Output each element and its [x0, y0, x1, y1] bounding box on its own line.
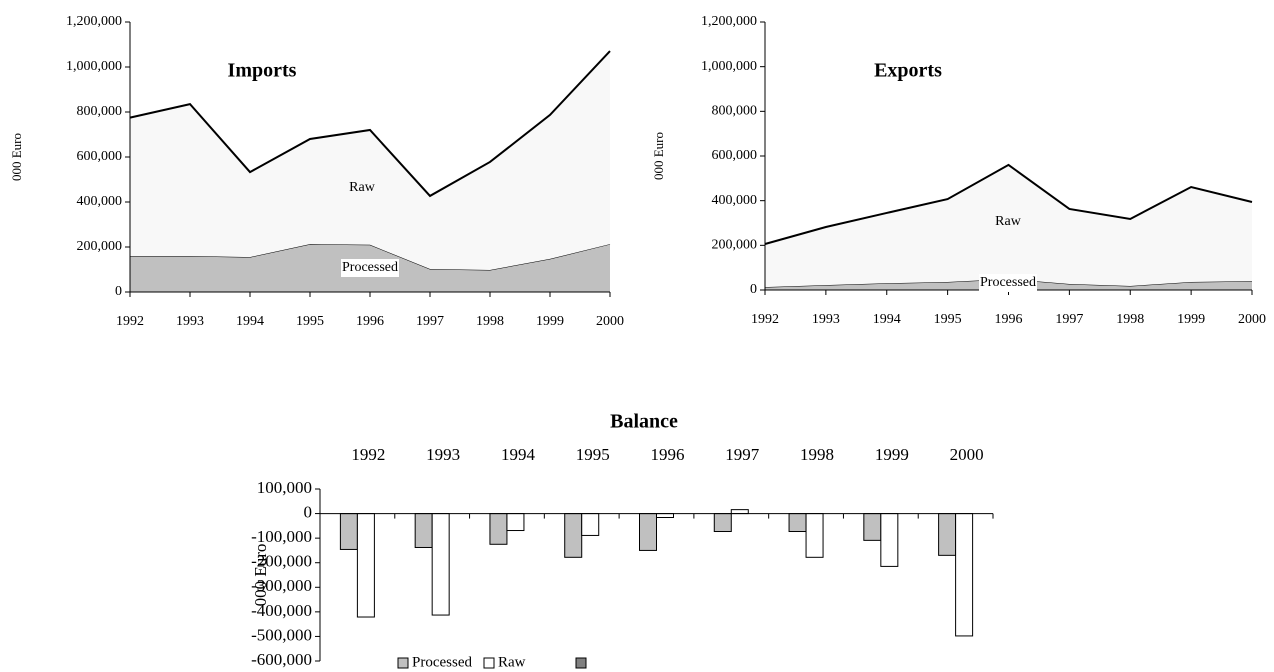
y-tick-label: 0 [115, 284, 122, 299]
bar [431, 513, 450, 616]
y-axis-title: 000 Euro [9, 133, 24, 181]
legend-label: Processed [412, 654, 472, 670]
x-tick-label: 1997 [416, 314, 444, 329]
x-tick-label: 1998 [1116, 312, 1144, 327]
bar [489, 513, 508, 545]
x-tick-label: 1999 [1177, 312, 1205, 327]
chart-title: Balance [610, 411, 678, 433]
x-tick-label: 1993 [176, 314, 204, 329]
chart-title: Exports [874, 60, 942, 82]
y-tick-label: 1,000,000 [66, 59, 122, 74]
bar [414, 513, 433, 548]
bar [656, 513, 674, 519]
x-tick-label: 1996 [651, 445, 685, 464]
x-tick-label: 1992 [351, 445, 385, 464]
legend-label: Raw [498, 654, 526, 670]
bar [880, 513, 899, 567]
y-tick-label: 200,000 [712, 238, 758, 253]
x-tick-label: 2000 [596, 314, 624, 329]
area-fill [765, 164, 1252, 288]
y-tick-label: -300,000 [251, 576, 312, 595]
x-tick-label: 1997 [1055, 312, 1083, 327]
x-tick-label: 1999 [875, 445, 909, 464]
area-fill [130, 51, 610, 270]
series-label: Raw [995, 214, 1022, 229]
bar [339, 513, 358, 550]
y-tick-label: -400,000 [251, 601, 312, 620]
bar [805, 513, 824, 558]
bar [788, 513, 807, 533]
y-tick-label: -500,000 [251, 625, 312, 644]
y-tick-label: 0 [304, 502, 313, 521]
x-tick-label: 1996 [995, 312, 1023, 327]
x-tick-label: 1993 [812, 312, 840, 327]
bar [730, 509, 749, 515]
y-tick-label: 1,200,000 [66, 14, 122, 29]
y-tick-label: -600,000 [251, 650, 312, 669]
series-label: Processed [342, 260, 398, 275]
y-tick-label: -200,000 [251, 552, 312, 571]
y-tick-label: 400,000 [77, 194, 123, 209]
x-tick-label: 1992 [116, 314, 144, 329]
y-tick-label: 400,000 [712, 193, 758, 208]
chart-title: Imports [228, 60, 297, 82]
bar [356, 513, 375, 618]
bar [938, 513, 957, 556]
y-tick-label: 800,000 [712, 104, 758, 119]
x-tick-label: 1995 [576, 445, 610, 464]
x-tick-label: 1997 [725, 445, 760, 464]
bar [564, 513, 583, 558]
x-tick-label: 1998 [476, 314, 504, 329]
y-tick-label: -100,000 [251, 527, 312, 546]
series-label: Processed [980, 275, 1036, 290]
x-tick-label: 1994 [501, 445, 536, 464]
area-line [129, 50, 611, 198]
y-tick-label: 1,200,000 [701, 14, 757, 29]
legend-swatch [397, 657, 409, 669]
y-tick-label: 200,000 [77, 239, 123, 254]
chart: 0 200,000 400,000 600,000 800,000 1,000,000 1,… [651, 14, 1266, 327]
x-tick-label: 2000 [950, 445, 984, 464]
x-tick-label: 1998 [800, 445, 834, 464]
y-tick-label: 800,000 [77, 104, 123, 119]
x-tick-label: 2000 [1238, 312, 1266, 327]
area-line [764, 163, 1253, 245]
x-tick-label: 1996 [356, 314, 384, 329]
bar [639, 513, 657, 551]
chart: -600,000 -500,000 -400,000 -300,000 -200,000… [251, 411, 994, 670]
label-background [341, 259, 399, 277]
chart: 0 200,000 400,000 600,000 800,000 1,000,000 1,… [9, 14, 624, 329]
x-tick-label: 1992 [751, 312, 779, 327]
y-tick-label: 0 [750, 282, 757, 297]
legend-swatch [575, 657, 587, 669]
bar [581, 513, 600, 536]
x-tick-label: 1995 [934, 312, 962, 327]
y-axis-title: 000 Euro [651, 132, 666, 180]
y-tick-label: 600,000 [77, 149, 123, 164]
x-tick-label: 1995 [296, 314, 324, 329]
bar [713, 513, 732, 533]
label-background [979, 274, 1037, 292]
series-label: Raw [349, 180, 376, 195]
y-tick-label: 1,000,000 [701, 59, 757, 74]
x-tick-label: 1994 [236, 314, 264, 329]
bar [863, 513, 882, 541]
x-tick-label: 1999 [536, 314, 564, 329]
y-axis-title: 000 Euro [251, 544, 270, 607]
x-tick-label: 1994 [873, 312, 901, 327]
x-tick-label: 1993 [426, 445, 460, 464]
bar [506, 513, 525, 532]
y-tick-label: 100,000 [257, 478, 312, 497]
legend-swatch [483, 657, 495, 669]
bar [955, 513, 974, 637]
y-tick-label: 600,000 [712, 148, 758, 163]
